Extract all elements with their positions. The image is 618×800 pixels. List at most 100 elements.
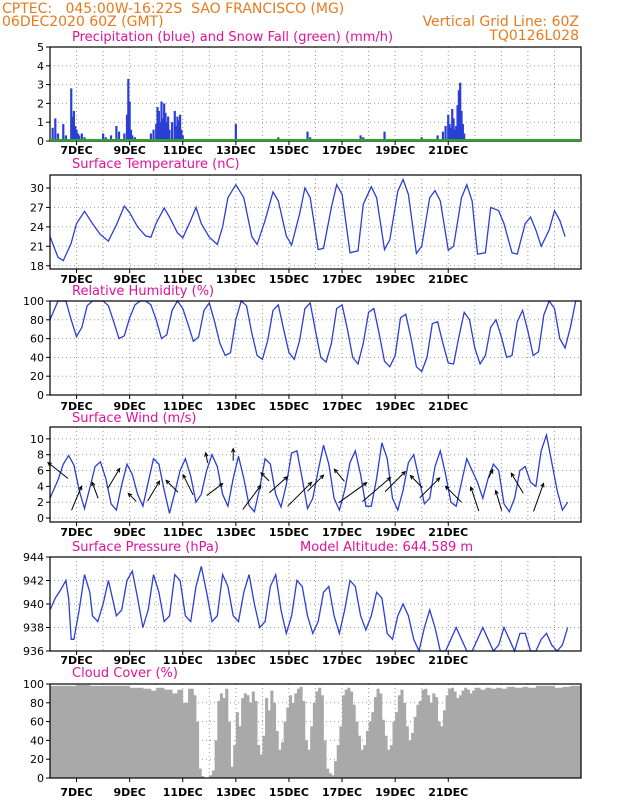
cloud-cover-bar bbox=[339, 726, 343, 778]
x-tick-label: 19DEC bbox=[375, 273, 415, 286]
cloud-cover-bar bbox=[464, 687, 468, 778]
cloud-cover-bar bbox=[209, 775, 213, 778]
precip-bar bbox=[453, 129, 456, 141]
wind-arrow bbox=[47, 462, 69, 479]
precip-bar bbox=[176, 116, 179, 141]
precip-bar bbox=[459, 82, 462, 141]
cloud-cover-bar bbox=[472, 690, 476, 778]
wind-arrow bbox=[488, 469, 494, 478]
x-tick-label: 9DEC bbox=[113, 400, 145, 413]
cloud-cover-bar bbox=[535, 685, 545, 778]
cloud-cover-bar bbox=[323, 740, 327, 778]
x-tick-label: 21DEC bbox=[428, 144, 468, 157]
wind-arrow-head bbox=[116, 467, 121, 473]
y-tick-label: 0 bbox=[37, 772, 44, 785]
cloud-cover-bar bbox=[461, 690, 465, 778]
precip-bar bbox=[161, 118, 164, 141]
precip-bar bbox=[117, 131, 121, 141]
x-tick-label: 13DEC bbox=[216, 786, 256, 799]
cloud-cover-bar bbox=[198, 768, 202, 778]
precip-bar bbox=[175, 125, 178, 141]
series-line bbox=[49, 177, 566, 262]
precip-bar bbox=[123, 133, 126, 141]
cloud-cover-bar bbox=[490, 688, 497, 778]
x-tick-label: 11DEC bbox=[163, 786, 203, 799]
cloud-cover-bar bbox=[296, 688, 300, 778]
precip-bar bbox=[180, 129, 183, 141]
precip-bar bbox=[56, 133, 60, 141]
y-tick-label: 940 bbox=[23, 598, 44, 611]
cloud-cover-bar bbox=[456, 698, 460, 778]
cloud-cover-bar bbox=[235, 712, 239, 778]
wind-arrow-head bbox=[319, 474, 325, 480]
cloud-cover-bar bbox=[352, 704, 356, 778]
precip-bar bbox=[383, 131, 386, 141]
x-tick-label: 7DEC bbox=[60, 144, 92, 157]
wind-arrow bbox=[533, 483, 544, 512]
precip-bar bbox=[455, 125, 458, 141]
x-tick-label: 17DEC bbox=[322, 786, 362, 799]
cloud-cover-bar bbox=[310, 726, 314, 778]
precip-bar bbox=[451, 109, 454, 141]
cloud-cover-bar bbox=[265, 698, 269, 778]
cloud-cover-bar bbox=[562, 686, 571, 778]
wind-arrow bbox=[445, 485, 462, 503]
wind-arrow-head bbox=[155, 480, 161, 486]
cloud-cover-bar bbox=[193, 695, 197, 778]
cloud-cover-bar bbox=[233, 745, 237, 778]
precip-bar bbox=[178, 114, 182, 141]
wind-arrow bbox=[362, 477, 391, 502]
wind-arrow bbox=[260, 472, 270, 482]
y-tick-label: 4 bbox=[37, 60, 44, 73]
precip-bar bbox=[72, 110, 75, 141]
panel-title: Cloud Cover (%) bbox=[72, 666, 178, 681]
x-tick-label: 21DEC bbox=[428, 400, 468, 413]
cloud-cover-bar bbox=[299, 686, 303, 778]
wind-arrow bbox=[205, 452, 209, 463]
x-tick-label: 15DEC bbox=[269, 144, 309, 157]
wind-arrow bbox=[510, 472, 524, 494]
y-tick-label: 21 bbox=[30, 240, 44, 253]
wind-arrow bbox=[287, 481, 312, 507]
y-tick-label: 0 bbox=[37, 135, 44, 148]
header-model-id: TQ0126L028 bbox=[488, 28, 579, 44]
x-tick-label: 9DEC bbox=[113, 526, 145, 539]
wind-arrow-head bbox=[494, 489, 499, 495]
wind-arrow-head bbox=[218, 482, 224, 488]
cloud-cover-bar bbox=[251, 691, 255, 778]
wind-arrow-head bbox=[127, 492, 133, 498]
cloud-cover-bar bbox=[342, 695, 346, 778]
panel-frame bbox=[49, 300, 582, 396]
cloud-cover-bar bbox=[570, 685, 582, 778]
cloud-cover-bar bbox=[442, 710, 446, 778]
wind-arrow bbox=[495, 490, 503, 511]
x-tick-label: 9DEC bbox=[113, 273, 145, 286]
x-tick-label: 19DEC bbox=[375, 786, 415, 799]
cloud-cover-bar bbox=[103, 685, 117, 778]
precip-bar bbox=[54, 118, 57, 141]
wind-arrow-head bbox=[78, 485, 83, 491]
x-tick-label: 17DEC bbox=[322, 400, 362, 413]
cloud-cover-bar bbox=[344, 689, 348, 778]
y-tick-label: 100 bbox=[23, 678, 44, 691]
wind-arrow-head bbox=[231, 447, 236, 453]
cloud-cover-bar bbox=[427, 695, 431, 778]
x-tick-label: 11DEC bbox=[163, 654, 203, 667]
y-tick-label: 40 bbox=[30, 351, 44, 364]
wind-arrow bbox=[91, 482, 99, 499]
wind-arrow-head bbox=[510, 472, 515, 478]
y-tick-label: 942 bbox=[23, 575, 44, 588]
y-tick-label: 6 bbox=[37, 465, 44, 478]
cloud-cover-bar bbox=[188, 688, 194, 778]
precip-bar bbox=[127, 78, 130, 141]
wind-arrow-head bbox=[386, 476, 392, 482]
panel-6: 0 20 40 60 80 100 7DEC 9DEC 11DEC 13DEC 15DEC 17DEC… bbox=[23, 666, 582, 799]
precip-bar bbox=[463, 133, 466, 141]
precip-bar bbox=[449, 127, 453, 141]
cloud-cover-bar bbox=[434, 697, 439, 778]
precip-bar bbox=[165, 122, 168, 141]
wind-arrow-head bbox=[540, 482, 545, 488]
x-tick-label: 17DEC bbox=[322, 654, 362, 667]
x-tick-label: 11DEC bbox=[163, 400, 203, 413]
